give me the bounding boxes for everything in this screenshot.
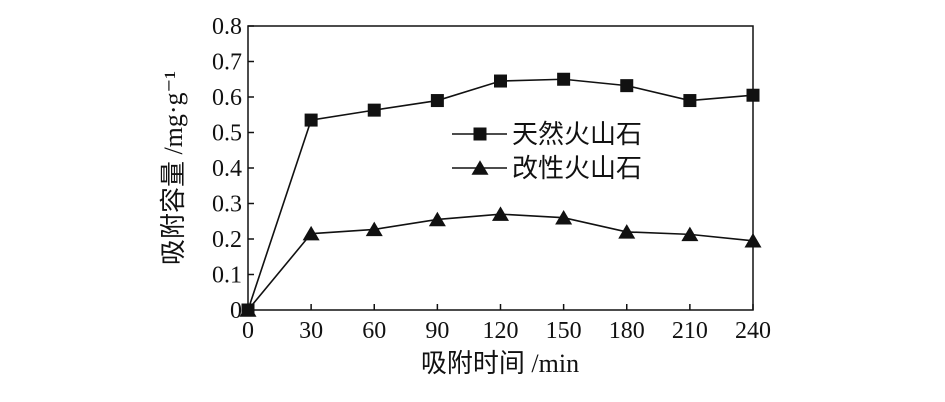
series-1 [241,72,760,317]
x-tick-label: 120 [483,318,519,344]
series-line [247,78,754,311]
legend-marker [473,127,487,141]
x-tick-label: 240 [735,318,771,344]
y-tick-label: 0.1 [212,263,242,289]
y-tick-label: 0.8 [212,14,242,40]
data-point [620,79,634,93]
x-tick-label: 210 [672,318,708,344]
data-point [302,225,320,241]
data-point [428,211,446,227]
y-tick-label: 0 [230,298,242,324]
data-point [555,209,573,225]
x-tick-label: 30 [299,318,323,344]
series-layer [239,72,762,317]
data-point [683,94,697,108]
data-point [744,233,762,248]
data-point [557,72,571,86]
legend-label: 天然火山石 [512,120,642,149]
x-tick-label: 180 [609,318,645,344]
x-axis-title: 吸附时间 /min [421,349,579,378]
data-point [304,113,318,127]
data-point [618,224,636,239]
data-point [365,221,383,237]
series-2 [239,206,762,317]
y-tick-label: 0.5 [212,121,242,147]
legend-label: 改性火山石 [512,154,642,183]
data-point [681,226,699,242]
x-ticks: 0 30 60 90 120 150 180 210 240 [242,304,771,344]
y-tick-label: 0.4 [212,156,242,182]
data-point [492,206,509,221]
y-tick-label: 0.3 [212,192,242,218]
y-axis-title: 吸附容量 /mg·g⁻¹ [159,71,188,265]
legend-marker [471,160,489,175]
legend-item: 改性火山石 [452,154,642,183]
data-point [239,302,257,317]
data-point [430,94,444,108]
y-tick-label: 0.2 [212,227,242,253]
data-point [367,103,381,117]
y-tick-label: 0.7 [212,50,242,76]
y-tick-label: 0.6 [212,85,242,111]
x-tick-label: 90 [425,318,449,344]
data-point [746,88,760,102]
legend-item: 天然火山石 [452,120,642,149]
x-tick-label: 60 [362,318,386,344]
series-line [247,213,754,311]
x-tick-label: 150 [546,318,582,344]
x-tick-label: 0 [242,318,254,344]
y-ticks: 0 0.1 0.2 0.3 0.4 0.5 0.6 0.7 0.8 [212,14,254,324]
data-point [494,74,507,88]
